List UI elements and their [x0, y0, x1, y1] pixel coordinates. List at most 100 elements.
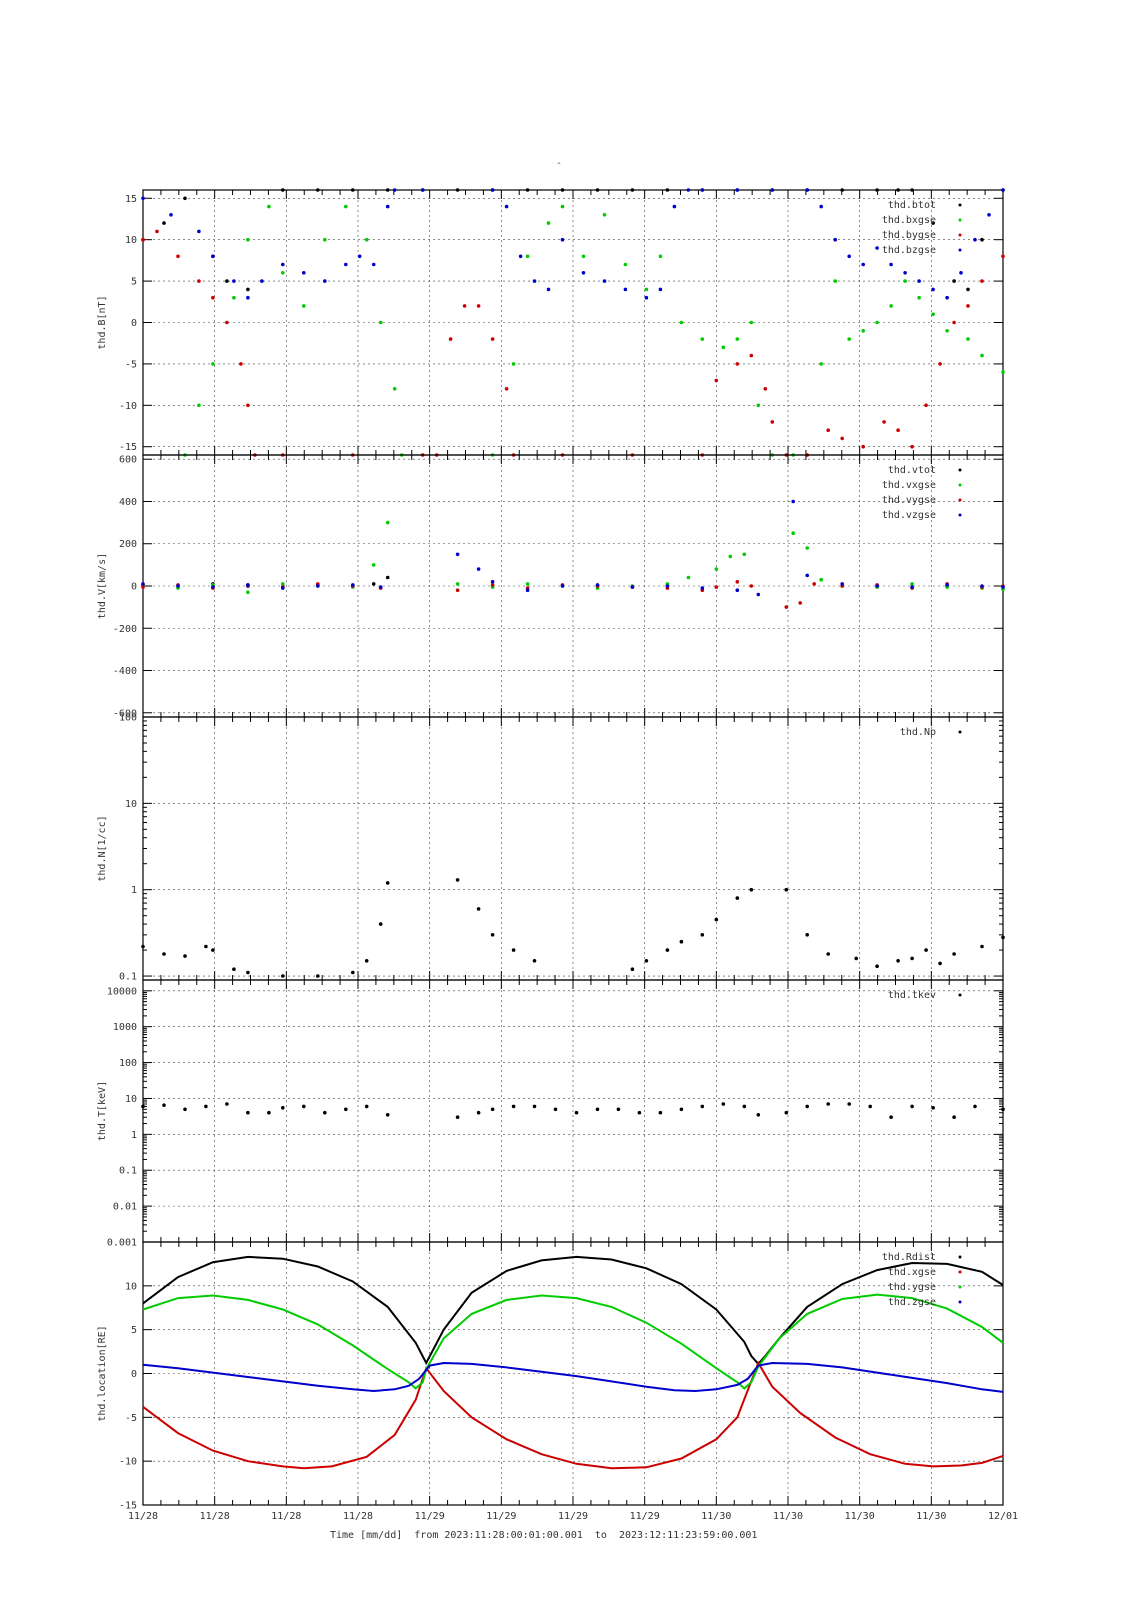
data-point: [246, 403, 250, 408]
data-point: [351, 970, 355, 975]
data-point: [980, 944, 984, 949]
panel-4: 0.001 0.01 0.1 1 10 100 1000 10000 thd.T[keV] thd…: [97, 979, 1005, 1249]
data-point: [763, 387, 768, 391]
y-axis-label: thd.B[nT]: [97, 295, 108, 349]
legend-label: thd.vzgse: [882, 510, 936, 521]
data-point: [392, 387, 397, 391]
legend-marker: [958, 993, 962, 997]
x-tick-label: 11/28: [128, 1511, 158, 1522]
data-point: [169, 213, 173, 217]
data-point: [141, 1104, 145, 1109]
data-point: [868, 1104, 872, 1109]
data-point: [770, 188, 775, 192]
x-tick-label: 11/30: [701, 1511, 731, 1522]
y-tick-label: 10: [125, 799, 137, 810]
legend-marker: [958, 1270, 962, 1274]
data-point: [700, 1104, 705, 1109]
data-point: [225, 279, 229, 283]
data-point: [658, 254, 663, 259]
data-point: [344, 204, 348, 209]
legend-marker: [958, 498, 962, 502]
y-tick-label: -200: [113, 624, 137, 635]
data-point: [246, 970, 250, 975]
y-axis-label: thd.location[RE]: [97, 1325, 108, 1421]
data-point: [581, 254, 586, 259]
data-point: [476, 304, 481, 308]
y-tick-label: -10: [119, 401, 137, 412]
data-point: [364, 959, 369, 963]
data-point: [211, 295, 215, 300]
data-point: [455, 878, 460, 882]
data-point: [378, 585, 383, 589]
legend-label: thd.tkev: [888, 990, 936, 1001]
data-point: [952, 279, 956, 283]
data-point: [183, 1107, 187, 1112]
data-point: [686, 575, 691, 580]
data-point: [840, 582, 844, 586]
data-point: [840, 188, 844, 192]
panel-1: -15 -10 -5 0 5 10 15 thd.B[nT] thd.btot thd.bxgse…: [97, 188, 1005, 457]
y-tick-label: 1: [131, 1130, 137, 1141]
data-point: [211, 585, 215, 589]
data-point: [246, 590, 250, 595]
data-point: [302, 1104, 306, 1109]
data-point: [385, 204, 390, 209]
data-point: [714, 585, 719, 589]
data-point: [945, 329, 949, 333]
data-point: [141, 237, 145, 242]
data-point: [490, 583, 495, 587]
data-point: [966, 337, 970, 341]
data-point: [560, 204, 565, 209]
data-point: [155, 229, 159, 234]
data-point: [875, 246, 879, 250]
data-point: [490, 580, 495, 584]
data-point: [980, 584, 984, 588]
data-point: [847, 337, 851, 341]
legend-label: thd.ygse: [888, 1282, 936, 1293]
data-point: [630, 188, 635, 192]
legend-marker: [958, 468, 962, 472]
data-point: [281, 586, 285, 590]
data-point: [840, 436, 844, 441]
legend-marker: [958, 1285, 962, 1289]
data-point: [176, 254, 180, 259]
data-point: [344, 1107, 348, 1112]
legend-marker: [958, 730, 962, 734]
data-point: [211, 254, 215, 259]
x-tick-label: 11/28: [343, 1511, 373, 1522]
legend-label: thd.xgse: [888, 1267, 936, 1278]
data-point: [385, 188, 390, 192]
data-point: [532, 1104, 537, 1109]
data-point: [735, 588, 740, 592]
data-point: [232, 295, 236, 300]
data-point: [945, 583, 949, 587]
data-point: [511, 948, 516, 952]
data-point: [742, 552, 747, 557]
data-point: [903, 279, 907, 283]
data-point: [910, 188, 914, 192]
y-tick-label: 200: [119, 539, 137, 550]
data-point: [875, 320, 879, 325]
data-point: [805, 1104, 809, 1109]
data-point: [770, 420, 775, 424]
data-point: [455, 1115, 460, 1119]
data-point: [847, 254, 851, 259]
data-point: [987, 213, 991, 217]
legend-label: thd.bygse: [882, 230, 936, 241]
data-point: [302, 304, 306, 308]
data-point: [532, 959, 537, 963]
series-thd-ygse: [142, 1293, 1004, 1390]
data-point: [735, 580, 740, 584]
series-thd-zgse: [142, 1361, 1004, 1393]
data-point: [749, 353, 754, 358]
data-point: [735, 362, 740, 366]
legend-label: thd.zgse: [888, 1297, 936, 1308]
data-point: [896, 959, 900, 963]
data-point: [938, 961, 942, 966]
data-point: [952, 952, 956, 956]
data-point: [721, 1102, 726, 1106]
data-point: [616, 1107, 621, 1112]
legend-marker: [958, 203, 962, 207]
y-tick-label: 400: [119, 497, 137, 508]
data-point: [819, 362, 823, 366]
